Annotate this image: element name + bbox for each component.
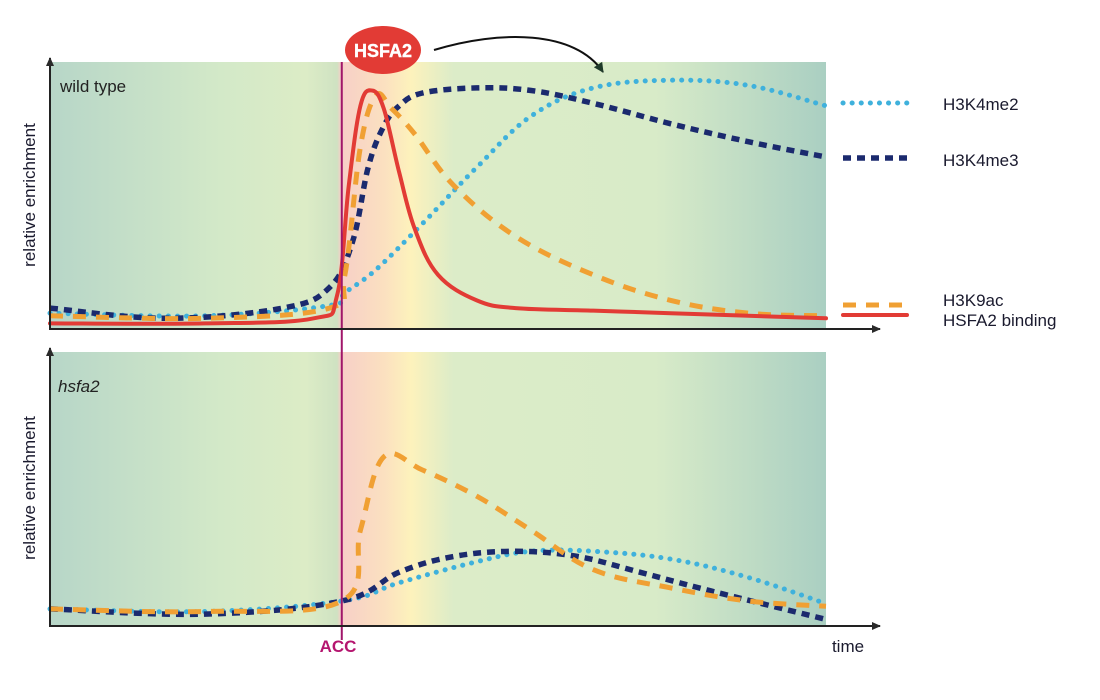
x-axis-label: time xyxy=(832,637,864,656)
legend-label-hsfa2: HSFA2 binding xyxy=(943,311,1056,330)
series-line-wild-type-h3k4me3 xyxy=(49,84,827,322)
panel-label-wild-type: wild type xyxy=(59,77,126,96)
panel-background-wild-type xyxy=(50,62,826,328)
acc-label: ACC xyxy=(320,637,357,656)
hsfa2-badge: HSFA2 xyxy=(345,26,421,74)
legend-label-h3k4me3: H3K4me3 xyxy=(943,151,1019,170)
panel-label-hsfa2: hsfa2 xyxy=(58,377,100,396)
series-line-wild-type-hsfa2 xyxy=(48,88,828,326)
panel-background-hsfa2 xyxy=(50,352,826,625)
y-axis-label-hsfa2: relative enrichment xyxy=(20,416,39,560)
series-group-hsfa2 xyxy=(47,450,829,623)
series-group-wild-type xyxy=(47,77,829,326)
hsfa2-badge-label: HSFA2 xyxy=(354,41,412,61)
series-line-hsfa2-mutant-h3k4me3 xyxy=(49,548,827,623)
series-line-wild-type-h3k9ac xyxy=(49,91,827,322)
series-line-hsfa2-mutant-h3k9ac xyxy=(49,450,827,615)
y-axis-label-wild-type: relative enrichment xyxy=(20,123,39,267)
legend-label-h3k9ac: H3K9ac xyxy=(943,291,1004,310)
hsfa2-arrow xyxy=(433,36,604,73)
legend-label-h3k4me2: H3K4me2 xyxy=(943,95,1019,114)
series-line-wild-type-h3k4me2 xyxy=(47,77,829,319)
